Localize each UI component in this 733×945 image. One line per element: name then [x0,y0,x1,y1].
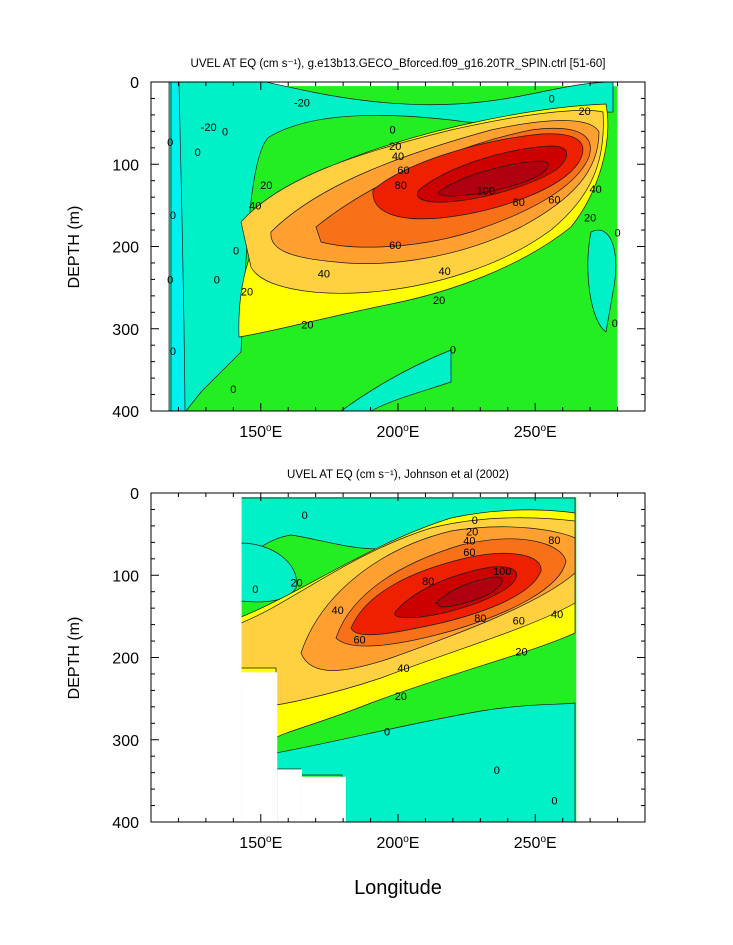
contour-label: 40 [551,609,563,621]
contour-label: 0 [195,147,201,159]
contour-label: 40 [589,184,601,196]
contour-label: 60 [513,615,525,627]
contour-label: 0 [170,210,176,222]
contour-label: 40 [331,605,343,617]
contour-label: 0 [167,137,173,149]
contour-label: 20 [241,287,253,299]
contour-label: 0 [167,274,173,286]
contour-label: 80 [548,535,560,547]
panel-observations-title: UVEL AT EQ (cm s⁻¹), Johnson et al (2002… [287,469,509,481]
no-data-region [301,776,346,822]
contour-label: 20 [515,647,527,659]
panel-observations-ylabel: DEPTH (m) [66,617,83,700]
contour-label: 40 [397,663,409,675]
cyan-patch-east [587,229,617,333]
y-tick-label: 0 [130,75,139,92]
contour-label: 60 [389,240,401,252]
contour-label: 20 [301,320,313,332]
y-tick-label: 200 [112,240,139,257]
jet-core-max [435,576,503,608]
no-data-region [576,493,645,822]
panel-model: UVEL AT EQ (cm s⁻¹), g.e13b13.GECO_Bforc… [66,58,646,441]
contour-label: 0 [214,274,220,286]
no-data-region [277,769,302,822]
y-tick-label: 200 [112,651,139,668]
y-tick-label: 100 [112,568,139,585]
contour-label: 80 [395,180,407,192]
contour-label: 0 [230,384,236,396]
cyan-patch-west [240,542,297,603]
contour-label: 0 [233,246,239,258]
y-tick-label: 300 [112,322,139,339]
contour-label: 0 [302,510,308,522]
contour-label: 40 [392,151,404,163]
contour-label: 0 [222,126,228,138]
y-tick-label: 100 [112,157,139,174]
cyan-deep [275,702,576,822]
panel-observations-field [151,493,645,822]
contour-label: 0 [551,796,557,808]
contour-label: 60 [548,195,560,207]
contour-label: 40 [463,536,475,548]
y-tick-label: 400 [112,404,139,421]
x-tick-label: 150oE [239,834,282,852]
contour-label: 0 [252,584,258,596]
contour-label: -20 [294,98,310,110]
contour-label: 20 [584,213,596,225]
contour-label: 40 [318,269,330,281]
x-tick-label: 200oE [377,834,420,852]
panel-observations: UVEL AT EQ (cm s⁻¹), Johnson et al (2002… [66,469,646,852]
x-tick-label: 200oE [377,423,420,441]
y-tick-label: 400 [112,815,139,832]
jet-core-max [438,160,549,197]
contour-label: 0 [450,344,456,356]
contour-label: 0 [549,93,555,105]
contour-label: 0 [384,727,390,739]
panel-model-ylabel: DEPTH (m) [66,206,83,289]
contour-label: 60 [397,165,409,177]
contour-label: 0 [472,515,478,527]
contour-label: 0 [170,346,176,358]
contour-label: 20 [395,691,407,703]
cyan-strip-west [170,82,186,411]
contour-label: 0 [614,228,620,240]
contour-label: 0 [612,318,618,330]
contour-label: 20 [578,106,590,118]
contour-label: 80 [513,197,525,209]
contour-label: 0 [494,765,500,777]
contour-label: 20 [290,578,302,590]
contour-label: 80 [474,613,486,625]
panel-model-title: UVEL AT EQ (cm s⁻¹), g.e13b13.GECO_Bforc… [191,58,606,70]
x-tick-label: 250oE [514,834,557,852]
y-tick-label: 300 [112,733,139,750]
contour-label: 80 [422,576,434,588]
contour-label: 60 [353,634,365,646]
contour-label: 20 [466,527,478,539]
x-tick-label: 150oE [239,423,282,441]
contour-label: 20 [389,141,401,153]
cyan-patch-deep [340,349,452,411]
y-tick-label: 0 [130,486,139,503]
figure-xlabel: Longitude [354,877,442,899]
contour-label: 100 [477,186,495,198]
no-data-region [241,672,278,822]
contour-label: 20 [433,295,445,307]
no-data-region [151,493,242,822]
contour-label: 40 [439,266,451,278]
contour-label: 20 [260,180,272,192]
x-tick-label: 250oE [514,423,557,441]
contour-label: 100 [493,566,511,578]
contour-label: -20 [201,122,217,134]
contour-label: 40 [249,200,261,212]
contour-label: 0 [389,125,395,137]
panel-model-field [168,82,618,411]
contour-label: 60 [463,547,475,559]
